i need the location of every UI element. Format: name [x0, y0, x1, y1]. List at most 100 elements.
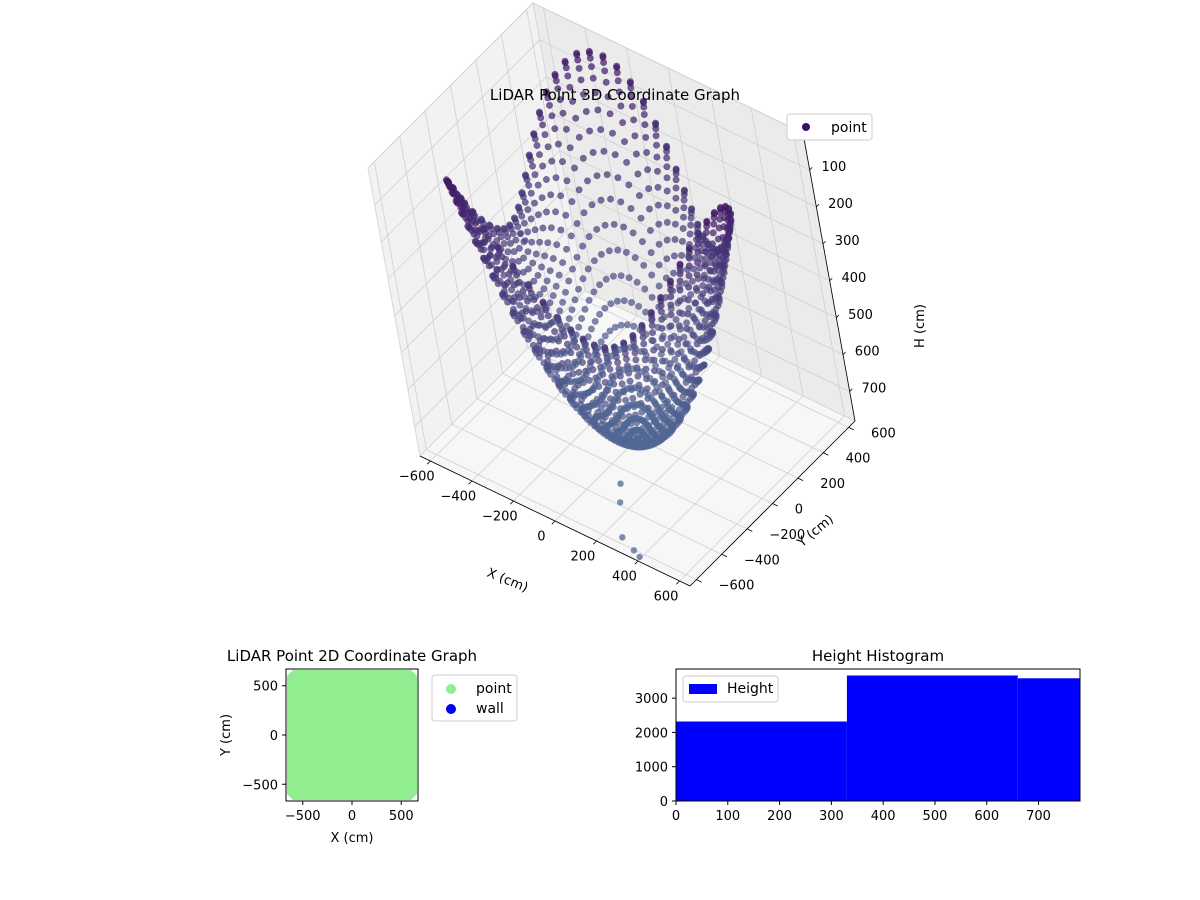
point-marker: [510, 248, 518, 256]
point-marker: [487, 261, 495, 269]
x-tick: [510, 500, 514, 505]
point-marker: [525, 151, 533, 159]
point-marker: [680, 294, 688, 302]
point-marker: [663, 255, 671, 263]
y-tick-label: 400: [846, 452, 871, 467]
y-tick-label: −600: [719, 579, 755, 594]
point-marker: [653, 343, 661, 351]
z-gridline-side: [407, 224, 574, 390]
y-tick-label: 0: [660, 795, 668, 810]
point-marker: [480, 246, 488, 254]
point-marker: [615, 88, 623, 96]
point-marker: [597, 338, 605, 346]
point-marker: [617, 321, 625, 329]
point-marker: [597, 196, 605, 204]
x-tick: [468, 480, 473, 485]
point-marker: [519, 314, 527, 322]
point-marker: [599, 52, 607, 60]
2d-legend-wall-label: wall: [476, 701, 504, 717]
point-marker: [672, 165, 680, 173]
point-marker: [667, 311, 675, 319]
2d-legend-wall-marker: [446, 704, 456, 714]
y-tick-label: −400: [744, 553, 780, 568]
point-marker: [657, 350, 665, 358]
point-marker: [660, 313, 668, 321]
point-marker: [453, 190, 461, 198]
point-marker: [587, 325, 595, 333]
point-marker: [483, 257, 491, 265]
3d-legend: point: [786, 113, 873, 141]
point-marker: [541, 131, 549, 139]
point-marker: [585, 296, 593, 304]
point-marker: [668, 370, 676, 378]
point-marker: [485, 221, 493, 229]
point-marker: [524, 265, 532, 273]
point-marker: [527, 215, 535, 223]
2d-legend: point wall: [431, 674, 518, 722]
point-marker: [624, 365, 632, 373]
point-marker: [600, 362, 608, 370]
point-marker: [486, 252, 494, 260]
point-marker: [552, 174, 560, 182]
point-marker: [627, 384, 635, 392]
point-marker: [551, 125, 559, 133]
point-marker: [565, 315, 573, 323]
point-marker: [497, 245, 505, 253]
point-marker: [516, 301, 524, 309]
point-marker: [644, 166, 652, 174]
point-marker: [524, 206, 532, 214]
point-marker: [692, 236, 700, 244]
y-gridline-floor: [476, 398, 748, 530]
point-marker: [659, 332, 667, 340]
y-tick: [746, 528, 753, 532]
point-marker: [560, 328, 568, 336]
point-marker: [672, 316, 680, 324]
point-marker: [573, 49, 581, 57]
point-marker: [672, 176, 680, 184]
point-marker: [635, 192, 643, 200]
point-marker: [709, 229, 717, 237]
point-marker: [601, 304, 609, 312]
point-marker: [597, 126, 605, 134]
point-marker: [539, 121, 547, 129]
2d-point-cloud-region: [287, 670, 417, 800]
point-marker: [631, 132, 639, 140]
point-marker: [648, 336, 656, 344]
x-gridline-back: [792, 127, 846, 417]
point-marker: [691, 299, 699, 307]
y-tick: [721, 553, 728, 558]
point-marker: [655, 367, 663, 375]
z-gridline-side: [414, 261, 580, 427]
point-marker: [570, 337, 578, 345]
point-marker: [504, 248, 512, 256]
histogram-legend-label: Height: [727, 681, 774, 697]
point-marker: [683, 340, 691, 348]
point-marker: [655, 240, 663, 248]
point-marker: [619, 119, 627, 127]
outlier-point: [630, 547, 638, 554]
point-marker: [672, 206, 680, 214]
point-marker: [596, 281, 604, 289]
point-marker: [569, 97, 577, 105]
point-marker: [579, 154, 587, 162]
2d-ticks: −500 0 500 −500 0 500: [242, 680, 413, 824]
point-marker: [642, 330, 650, 338]
point-marker: [561, 288, 569, 296]
x-tick-label: 400: [612, 570, 637, 585]
point-marker: [654, 201, 662, 209]
point-marker: [606, 365, 614, 373]
point-marker: [589, 74, 597, 82]
point-marker: [634, 170, 642, 178]
point-marker: [545, 101, 553, 109]
point-marker: [629, 394, 637, 402]
x-tick-label: 600: [974, 809, 999, 824]
point-marker: [531, 226, 539, 234]
point-marker: [552, 282, 560, 290]
z-gridline-back: [552, 113, 824, 245]
point-marker: [608, 129, 616, 137]
point-marker: [493, 224, 501, 232]
point-marker: [562, 211, 570, 219]
point-marker: [641, 121, 649, 129]
point-marker: [690, 331, 698, 339]
outlier-point: [636, 553, 643, 561]
